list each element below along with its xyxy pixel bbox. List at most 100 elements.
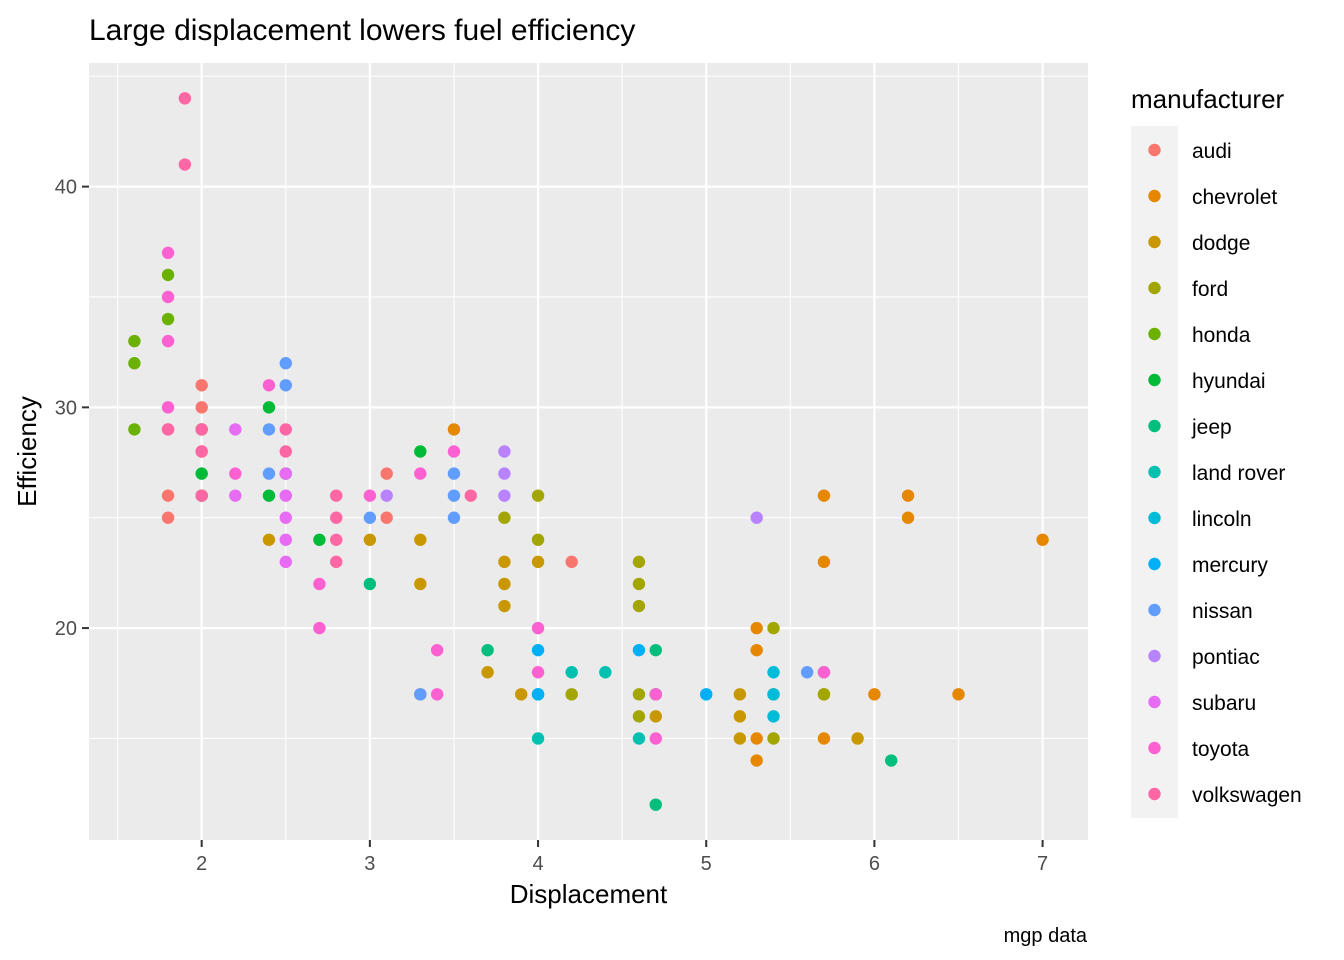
data-point-subaru: [279, 489, 292, 502]
data-point-honda: [161, 312, 175, 326]
data-point-toyota: [229, 467, 242, 480]
data-point-subaru: [229, 423, 242, 436]
data-point-volkswagen: [330, 511, 343, 524]
data-point-dodge: [515, 688, 528, 701]
data-point-land-rover: [565, 666, 578, 679]
data-point-toyota: [161, 246, 175, 260]
data-point-audi: [161, 511, 175, 524]
data-point-honda: [128, 357, 141, 370]
data-point-nissan: [279, 357, 292, 370]
legend-key-mercury: [1148, 557, 1161, 571]
data-point-hyundai: [262, 401, 276, 414]
legend-key-volkswagen: [1148, 787, 1161, 801]
data-point-ford: [632, 688, 646, 701]
data-point-pontiac: [498, 445, 511, 458]
legend-key-nissan: [1148, 603, 1161, 617]
data-point-jeep: [481, 643, 494, 657]
data-point-honda: [128, 334, 141, 348]
x-tick-label: 4: [532, 853, 543, 875]
data-point-audi: [195, 401, 208, 414]
data-point-volkswagen: [330, 555, 343, 569]
x-tick-label: 2: [196, 853, 207, 875]
data-point-ford: [632, 710, 646, 723]
data-point-toyota: [161, 334, 175, 348]
chart-title: Large displacement lowers fuel efficienc…: [89, 14, 635, 47]
legend-label: nissan: [1192, 600, 1253, 623]
data-point-chevrolet: [817, 555, 831, 569]
data-point-chevrolet: [817, 489, 831, 502]
data-point-nissan: [800, 666, 814, 679]
data-point-nissan: [279, 379, 292, 392]
data-point-volkswagen: [195, 489, 208, 502]
data-point-nissan: [447, 489, 461, 502]
y-tick-label: 30: [55, 397, 77, 419]
x-tick-label: 7: [1037, 853, 1048, 875]
data-point-jeep: [649, 643, 662, 657]
data-point-chevrolet: [901, 511, 915, 524]
data-point-dodge: [733, 710, 747, 723]
data-point-land-rover: [599, 666, 612, 679]
data-point-audi: [380, 511, 393, 524]
y-tick-label: 40: [55, 177, 77, 199]
data-point-pontiac: [498, 489, 511, 502]
data-point-dodge: [733, 732, 747, 745]
data-point-toyota: [313, 621, 326, 635]
legend-key-audi: [1148, 143, 1161, 157]
data-point-chevrolet: [750, 732, 763, 745]
legend-label: volkswagen: [1192, 784, 1302, 807]
data-point-nissan: [262, 467, 276, 480]
data-point-volkswagen: [279, 445, 292, 458]
data-point-audi: [161, 489, 175, 502]
data-point-toyota: [447, 445, 461, 458]
y-axis-title: Efficiency: [12, 396, 42, 507]
data-point-ford: [531, 489, 545, 502]
data-point-toyota: [161, 401, 175, 414]
data-point-land-rover: [632, 732, 646, 745]
data-point-nissan: [447, 511, 461, 524]
legend-title: manufacturer: [1131, 84, 1285, 114]
data-point-dodge: [481, 666, 494, 679]
data-point-hyundai: [262, 489, 276, 502]
legend-label: subaru: [1192, 692, 1256, 715]
data-point-ford: [531, 533, 545, 546]
data-point-audi: [565, 555, 578, 569]
data-point-chevrolet: [952, 688, 965, 701]
data-point-jeep: [649, 798, 662, 811]
legend-label: chevrolet: [1192, 186, 1277, 209]
data-point-chevrolet: [447, 423, 461, 436]
data-point-subaru: [279, 467, 292, 480]
data-point-nissan: [262, 423, 276, 436]
data-point-subaru: [279, 533, 292, 546]
data-point-mercury: [531, 688, 545, 701]
data-point-hyundai: [195, 467, 208, 480]
legend-label: lincoln: [1192, 508, 1252, 531]
data-point-toyota: [531, 666, 545, 679]
legend-label: ford: [1192, 278, 1228, 301]
data-point-lincoln: [767, 666, 780, 679]
legend-key-hyundai: [1148, 373, 1161, 387]
data-point-volkswagen: [178, 92, 192, 105]
legend-key-lincoln: [1148, 511, 1161, 525]
data-point-land-rover: [531, 732, 545, 745]
data-point-dodge: [498, 555, 511, 569]
data-point-volkswagen: [330, 533, 343, 546]
data-point-chevrolet: [817, 732, 831, 745]
data-point-jeep: [885, 754, 898, 767]
data-point-ford: [817, 688, 831, 701]
x-tick-label: 5: [701, 853, 712, 875]
y-tick-label: 20: [55, 618, 77, 640]
data-points: [128, 92, 1049, 811]
data-point-honda: [128, 423, 141, 436]
legend-label: audi: [1192, 140, 1232, 163]
legend-key-land-rover: [1148, 465, 1161, 479]
legend: manufacturer audi chevrolet dodge ford honda…: [1131, 84, 1302, 818]
data-point-chevrolet: [1036, 533, 1049, 546]
legend-label: mercury: [1192, 554, 1268, 577]
data-point-volkswagen: [195, 423, 208, 436]
legend-label: toyota: [1192, 738, 1250, 761]
data-point-toyota: [430, 643, 444, 657]
x-tick-label: 3: [364, 853, 375, 875]
data-point-lincoln: [767, 710, 780, 723]
axis-ticks: 2 3 4 5 6 7 20 30 40: [55, 177, 1048, 875]
legend-key-jeep: [1148, 419, 1161, 433]
